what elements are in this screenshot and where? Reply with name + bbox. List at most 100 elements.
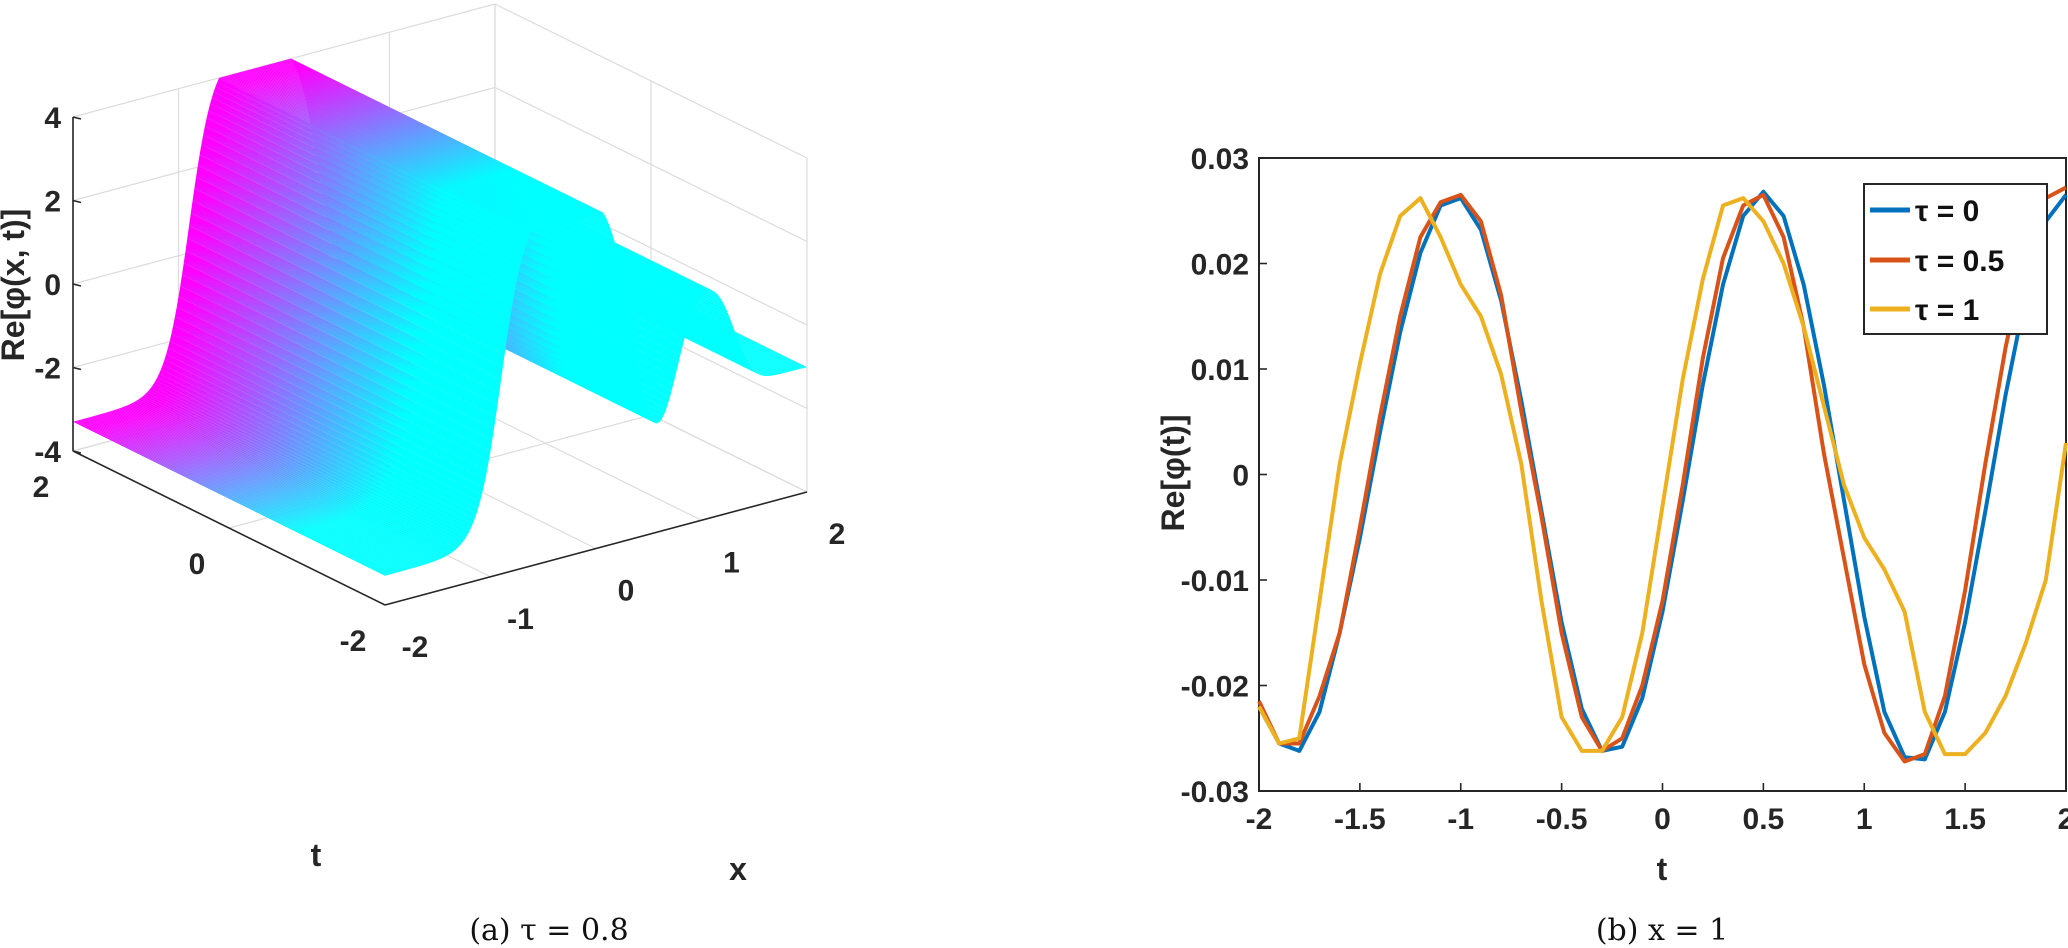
surface-strip [247, 69, 561, 225]
surface-strip [104, 412, 419, 568]
t-tick-label: 2 [33, 471, 50, 504]
x-tick-label-2: 2 [2058, 803, 2068, 836]
line-plot-y-axis-label: Re[φ(t)] [1155, 414, 1191, 531]
surface-strip [113, 409, 428, 565]
surface-strip [185, 238, 500, 405]
surface-strip [106, 411, 421, 567]
surface-strip [261, 66, 575, 221]
surface-strip [123, 405, 438, 561]
surface-strip [162, 359, 477, 519]
surface-strip [289, 58, 604, 214]
surface-strip [218, 77, 533, 233]
surface-strip [287, 59, 602, 214]
surface-strip [264, 65, 579, 220]
surface-strip [187, 225, 502, 393]
x-tick-label-1: 1 [1856, 803, 1873, 836]
z-tick-label: 4 [44, 102, 61, 135]
surface-strip [99, 414, 414, 569]
surface-strip [189, 213, 503, 380]
z-tick-mark [72, 366, 82, 371]
surface-strip [245, 70, 560, 225]
z-tick-mark [72, 283, 82, 287]
surface-strip [206, 110, 521, 273]
surface-strip [215, 82, 530, 241]
x-tick-label-0: 0 [1654, 803, 1671, 836]
surface-strip [190, 200, 505, 368]
surface-strip [102, 413, 417, 568]
surface-z-axis-label: Re[φ(x, t)] [0, 209, 31, 362]
surface-strip [217, 78, 531, 237]
surface-strip [203, 126, 517, 290]
x-tick-label: 2 [829, 518, 846, 551]
surface-strip [83, 418, 398, 573]
x-tick-label-1-5: -1.5 [1334, 803, 1386, 836]
surface-strip [197, 154, 512, 320]
surface-strip [282, 60, 596, 215]
surface-strip [122, 406, 436, 562]
surface-strip [211, 91, 526, 252]
surface-strip [208, 103, 523, 265]
x-tick-label-1-5: 1.5 [1944, 803, 1986, 836]
line-plot-ticks: -2 -1.5 -1 -0.5 0 0.5 1 1.5 2 0.03 0.02 0.01 0 -0.01 -… [1181, 143, 2068, 836]
surface-strip [157, 373, 472, 532]
line-plot-panel: -2 -1.5 -1 -0.5 0 0.5 1 1.5 2 0.03 0.02 0.01 0 -0.01 -… [1155, 143, 2068, 948]
z-tick-mark [72, 116, 82, 120]
surface-strip [132, 401, 447, 557]
surface-strip [224, 76, 538, 231]
surface-strip [255, 67, 570, 223]
surface-strip [284, 60, 598, 215]
surface-strip [227, 75, 542, 230]
surface-strip [276, 61, 591, 217]
surface-strip [167, 341, 482, 502]
surface-t-axis-label: t [311, 837, 322, 873]
surface-strip [250, 68, 565, 224]
surface-strip [73, 421, 387, 576]
surface-strip [74, 420, 389, 576]
surface-strip [76, 420, 391, 575]
surface-strip [233, 73, 547, 229]
y-tick-label-0-02: -0.02 [1181, 671, 1249, 704]
surface-strip [268, 64, 582, 219]
surface-strip [101, 413, 415, 569]
surface-strip [109, 410, 424, 566]
surface-strip [238, 72, 553, 227]
x-tick-label-1: -1 [1447, 803, 1474, 836]
surface-strip [252, 68, 567, 223]
surface-strip [116, 408, 431, 564]
surface-strip [273, 62, 588, 218]
z-tick-label: 0 [44, 269, 61, 302]
line-plot-x-axis-label: t [1657, 851, 1668, 887]
legend: τ = 0 τ = 0.5 τ = 1 [1863, 183, 2048, 335]
surface-strip [236, 72, 551, 228]
surface-strip [243, 70, 558, 226]
surface-strip [199, 144, 514, 309]
surface-strip [210, 97, 524, 258]
caption-b: (b) x = 1 [1596, 913, 1728, 948]
t-axis-line [72, 450, 386, 606]
surface-strip [278, 61, 593, 216]
x-tick-label: 0 [618, 575, 635, 608]
surface-strip [118, 407, 433, 563]
z-tick-label: -2 [34, 353, 61, 386]
surface-strip [152, 383, 466, 541]
surface-strip [145, 392, 459, 549]
y-tick-label-0-03: -0.03 [1181, 776, 1249, 809]
x-tick-label: -1 [507, 603, 534, 636]
x-axis-line [384, 491, 808, 606]
surface-strip [78, 419, 393, 575]
surface-strip [204, 118, 519, 281]
surface-strip [225, 75, 540, 231]
t-tick-label: 0 [189, 548, 206, 581]
surface-strip [262, 65, 577, 221]
surface-strip [269, 63, 584, 219]
y-tick-label-0-03: 0.03 [1191, 143, 1249, 176]
surface-strip [275, 62, 589, 217]
series-line-1 [1257, 196, 2068, 757]
surface-strip [178, 286, 493, 451]
surface-strip [182, 262, 496, 429]
z-tick-mark [72, 450, 82, 454]
surface-strip [97, 414, 412, 570]
surface-strip [271, 63, 586, 218]
z-tick-label: 2 [44, 186, 61, 219]
